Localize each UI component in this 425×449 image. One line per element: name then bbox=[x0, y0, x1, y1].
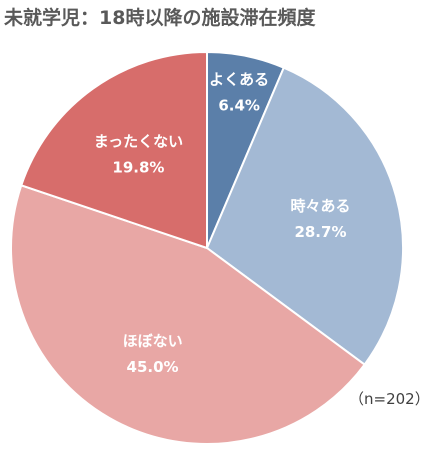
pie-slice-1 bbox=[205, 66, 404, 366]
slice-category-label: まったくない bbox=[94, 132, 183, 150]
sample-size-note: （n=202） bbox=[349, 390, 425, 408]
slice-category-label: 時々ある bbox=[290, 197, 350, 215]
pie-slice-2 bbox=[10, 184, 366, 445]
slice-category-label: よくある bbox=[209, 71, 269, 89]
pie-slice-3 bbox=[20, 50, 208, 250]
slice-category-label: ほぼない bbox=[123, 332, 183, 350]
slice-value-label: 28.7% bbox=[294, 223, 346, 241]
slice-value-label: 6.4% bbox=[218, 97, 260, 115]
chart-title: 未就学児：18時以降の施設滞在頻度 bbox=[4, 7, 316, 29]
slice-value-label: 19.8% bbox=[112, 158, 164, 176]
slice-value-label: 45.0% bbox=[127, 358, 179, 376]
